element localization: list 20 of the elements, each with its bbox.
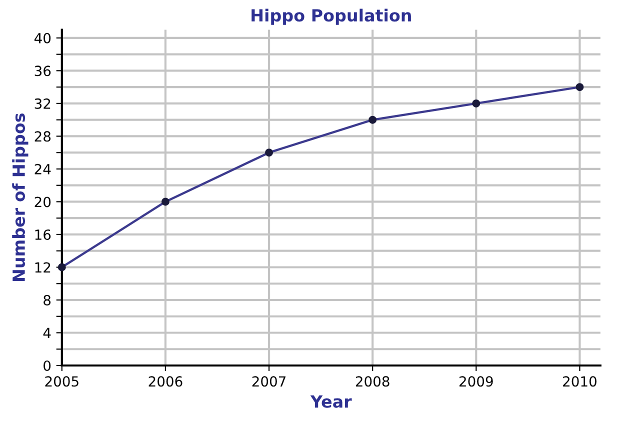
y-tick-label: 40 — [34, 32, 51, 44]
y-tick-label: 36 — [34, 66, 51, 76]
y-tick-label: 0 — [44, 360, 51, 371]
y-tick-label: 32 — [34, 98, 50, 109]
y-axis-title: Number of Hippos — [12, 113, 28, 282]
x-tick-label: 2006 — [148, 376, 182, 387]
x-tick-label: 2010 — [563, 376, 596, 387]
y-tick-label: 8 — [44, 294, 51, 306]
y-tick-label: 12 — [35, 262, 50, 273]
x-tick-label: 2005 — [45, 376, 78, 387]
y-tick-label: 20 — [34, 196, 51, 208]
x-tick-label: 2009 — [460, 376, 493, 387]
x-axis-title: Year — [310, 395, 352, 408]
x-tick-label: 2008 — [356, 376, 390, 387]
x-tick-label: 2007 — [252, 376, 286, 387]
chart-title: Hippo Population — [252, 8, 411, 25]
y-tick-label: 16 — [35, 229, 51, 240]
y-tick-label: 4 — [43, 328, 51, 338]
y-tick-label: 28 — [34, 131, 51, 142]
y-tick-label: 24 — [34, 164, 51, 174]
